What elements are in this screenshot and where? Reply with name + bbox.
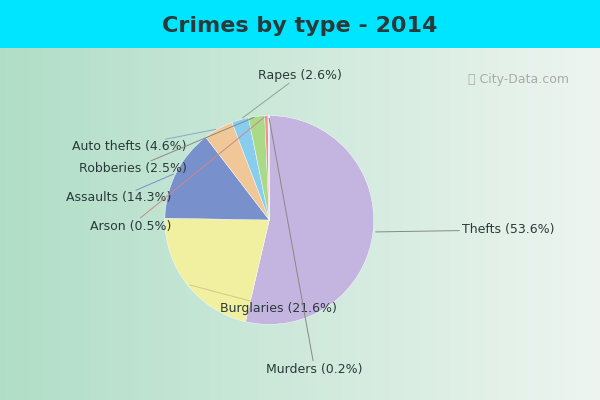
Text: Arson (0.5%): Arson (0.5%): [89, 117, 264, 233]
Wedge shape: [165, 137, 269, 220]
Text: Auto thefts (4.6%): Auto thefts (4.6%): [73, 129, 215, 153]
Text: Crimes by type - 2014: Crimes by type - 2014: [163, 16, 437, 36]
Text: ⓘ City-Data.com: ⓘ City-Data.com: [468, 74, 569, 86]
Wedge shape: [232, 118, 269, 220]
Text: Murders (0.2%): Murders (0.2%): [266, 118, 363, 376]
Text: Thefts (53.6%): Thefts (53.6%): [376, 223, 554, 236]
Wedge shape: [265, 116, 269, 220]
Wedge shape: [165, 218, 269, 322]
Text: Robberies (2.5%): Robberies (2.5%): [79, 118, 254, 175]
Text: Assaults (14.3%): Assaults (14.3%): [65, 174, 173, 204]
Text: Burglaries (21.6%): Burglaries (21.6%): [190, 285, 337, 315]
Wedge shape: [268, 116, 269, 220]
Wedge shape: [248, 116, 269, 220]
Text: Rapes (2.6%): Rapes (2.6%): [242, 68, 342, 118]
Wedge shape: [245, 116, 374, 324]
Wedge shape: [206, 122, 269, 220]
